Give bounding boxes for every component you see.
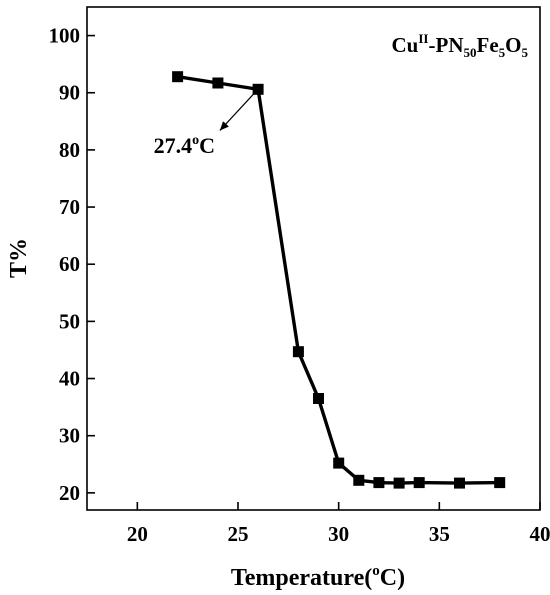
legend-cu-sup: II: [418, 31, 428, 46]
annotation-degree: o: [192, 133, 199, 148]
x-axis-label-text: Temperature: [231, 565, 365, 591]
data-point: [494, 477, 506, 489]
y-tick-label: 90: [59, 81, 80, 105]
data-point: [292, 346, 304, 358]
data-point: [413, 477, 425, 489]
x-tick-label: 30: [328, 522, 349, 546]
x-axis-label-unit: C): [380, 565, 405, 591]
x-tick-label: 40: [530, 522, 550, 546]
data-point: [353, 474, 365, 486]
annotation-unit: C: [199, 133, 215, 158]
data-point: [393, 477, 405, 489]
x-axis-ticks: 20 25 30 35 40: [127, 502, 550, 546]
series-line: [177, 75, 500, 485]
legend-fe: Fe: [477, 33, 499, 57]
y-tick-label: 70: [59, 195, 80, 219]
y-tick-label: 40: [59, 367, 80, 391]
legend-o-sub: 5: [522, 45, 529, 60]
data-point: [252, 83, 264, 95]
legend-cu: Cu: [392, 33, 419, 57]
x-axis-label-degree: o: [372, 563, 380, 579]
legend-label: CuII-PN50Fe5O5: [392, 31, 529, 60]
data-point: [373, 477, 385, 489]
y-tick-label: 30: [59, 424, 80, 448]
annotation-value: 27.4: [154, 133, 193, 158]
legend-pn-sub: 50: [464, 45, 477, 60]
x-tick-label: 25: [228, 522, 249, 546]
x-axis-label: Temperature(oC): [231, 563, 405, 591]
y-tick-label: 100: [49, 24, 81, 48]
series-markers: [172, 71, 506, 489]
annotation-arrow: [219, 91, 256, 131]
annotation-label: 27.4oC: [154, 133, 215, 158]
y-tick-label: 20: [59, 481, 80, 505]
y-axis-label: T%: [6, 238, 32, 278]
data-point: [172, 71, 184, 83]
data-point: [212, 77, 224, 89]
y-axis-ticks: 20 30 40 50 60 70 80 90 100: [49, 24, 95, 505]
y-tick-label: 60: [59, 252, 80, 276]
x-tick-label: 35: [429, 522, 450, 546]
y-tick-label: 50: [59, 309, 80, 333]
y-tick-label: 80: [59, 138, 80, 162]
data-point: [333, 457, 345, 469]
x-tick-label: 20: [127, 522, 148, 546]
legend-pn: -PN: [429, 33, 464, 57]
data-point: [454, 477, 465, 489]
legend-o: O: [505, 33, 521, 57]
data-point: [313, 393, 324, 404]
legend-fe-sub: 5: [499, 45, 506, 60]
plot-frame: [86, 6, 541, 511]
